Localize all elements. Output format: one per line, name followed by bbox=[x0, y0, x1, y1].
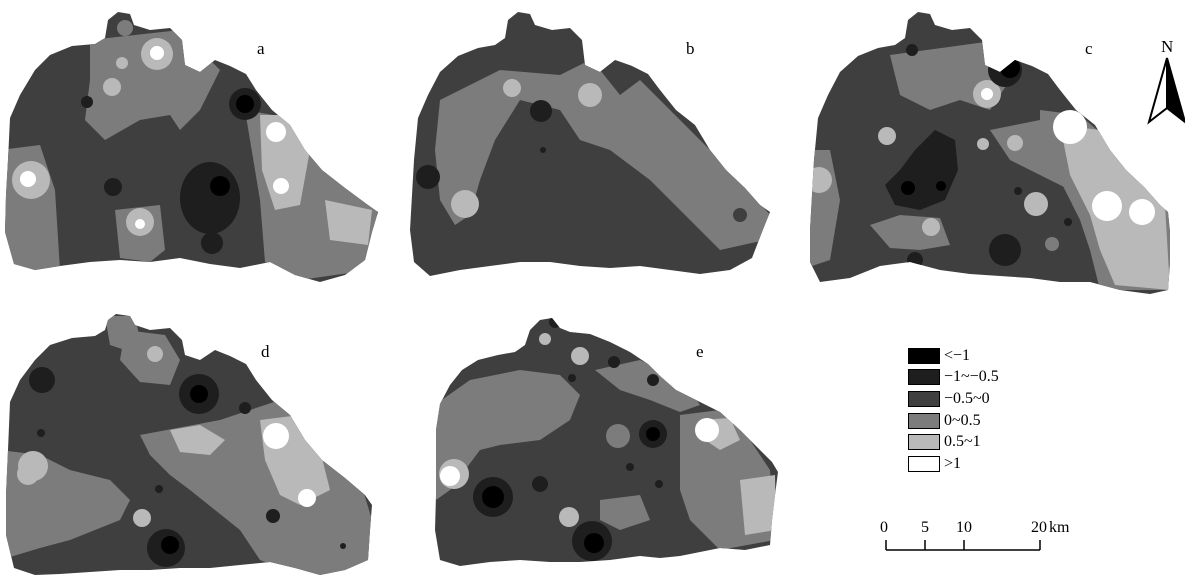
panel-label-d: d bbox=[261, 342, 270, 361]
map-panel-e bbox=[435, 318, 778, 566]
legend-swatch bbox=[908, 390, 940, 407]
scale-bar-line bbox=[885, 540, 1041, 551]
legend-item: −1~−0.5 bbox=[908, 367, 999, 389]
legend-item: <−1 bbox=[908, 345, 999, 367]
panel-label-e: e bbox=[696, 342, 704, 361]
map-panel-a bbox=[5, 12, 378, 282]
scale-unit: km bbox=[1049, 519, 1070, 536]
scale-tick-label: 0 bbox=[880, 519, 888, 536]
legend-item: 0.5~1 bbox=[908, 431, 999, 453]
panel-label-a: a bbox=[257, 39, 265, 58]
north-arrow-icon bbox=[1147, 57, 1185, 125]
legend-swatch bbox=[908, 412, 940, 429]
panel-label-c: c bbox=[1085, 39, 1093, 58]
legend-item: >1 bbox=[908, 453, 999, 475]
legend-item: 0~0.5 bbox=[908, 410, 999, 432]
scale-bar: 0 5 10 20 km bbox=[877, 520, 1097, 580]
legend-label: 0.5~1 bbox=[944, 433, 981, 451]
legend-swatch bbox=[908, 434, 940, 451]
legend-swatch bbox=[908, 369, 940, 386]
legend-label: <−1 bbox=[944, 346, 971, 364]
legend: <−1 −1~−0.5 −0.5~0 0~0.5 0.5~1 >1 bbox=[908, 345, 999, 475]
map-panel-d bbox=[6, 314, 372, 575]
scale-tick-label: 20 bbox=[1031, 519, 1047, 536]
panel-label-b: b bbox=[686, 39, 695, 58]
map-panel-c bbox=[810, 12, 1170, 294]
legend-label: −1~−0.5 bbox=[944, 368, 999, 386]
north-label: N bbox=[1161, 37, 1174, 56]
legend-label: −0.5~0 bbox=[944, 389, 990, 407]
map-panel-b bbox=[410, 12, 770, 276]
legend-item: −0.5~0 bbox=[908, 388, 999, 410]
legend-label: >1 bbox=[944, 454, 962, 472]
legend-swatch bbox=[908, 455, 940, 472]
scale-tick-label: 5 bbox=[921, 519, 929, 536]
scale-tick-label: 10 bbox=[956, 519, 972, 536]
legend-label: 0~0.5 bbox=[944, 411, 981, 429]
legend-swatch bbox=[908, 347, 940, 364]
